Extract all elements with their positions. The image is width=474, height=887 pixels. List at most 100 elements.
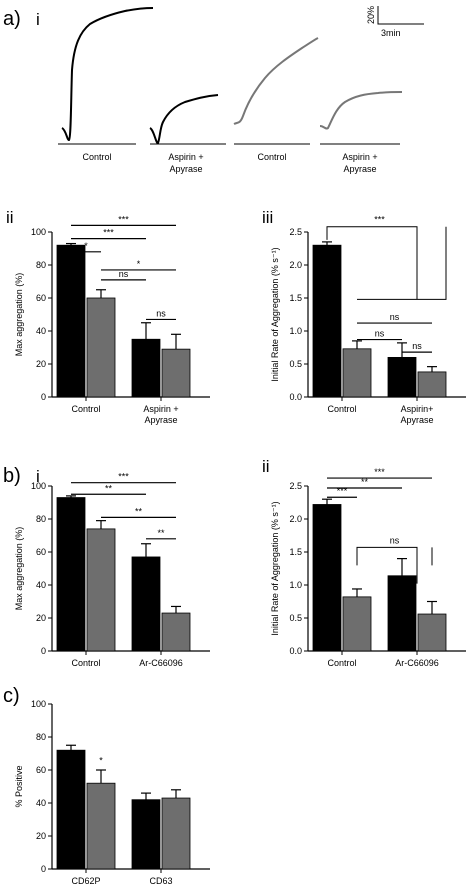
x-tick-label: Control (71, 658, 100, 668)
y-tick-label: 0 (41, 864, 46, 874)
significance-label: ** (361, 477, 369, 487)
y-tick-label: 0 (41, 392, 46, 402)
y-tick-label: 20 (36, 359, 46, 369)
trace-label-control-2: Control (257, 152, 286, 162)
bar (161, 612, 191, 652)
y-axis-title: Initial Rate of Aggregation (% s⁻¹) (270, 247, 280, 381)
x-tick-label: Control (327, 404, 356, 414)
scale-label-x: 3min (381, 28, 401, 38)
significance-label: *** (118, 472, 129, 482)
y-tick-label: 2.5 (289, 481, 302, 491)
significance-label: ** (135, 506, 143, 516)
trace-label-aspirin-2a: Aspirin + (342, 152, 377, 162)
trace-label-aspirin-1b: Apyrase (169, 164, 202, 174)
x-tick-label: Apyrase (400, 415, 433, 425)
y-tick-label: 2.5 (289, 227, 302, 237)
x-tick-label: Control (327, 658, 356, 668)
bar (56, 497, 86, 652)
y-tick-label: 60 (36, 547, 46, 557)
bar (86, 782, 116, 870)
panel-label-a: a) (3, 8, 21, 30)
significance-label: ** (105, 483, 113, 493)
trace-label-aspirin-2b: Apyrase (343, 164, 376, 174)
aggregation-traces: 20% 3min Control Aspirin + Apyrase Contr… (58, 6, 424, 174)
significance-label: ns (390, 312, 400, 322)
x-tick-label: Aspirin+ (401, 404, 434, 414)
x-tick-label: Apyrase (144, 415, 177, 425)
bar (342, 596, 372, 652)
significance-bracket (357, 226, 447, 300)
y-axis-title: Initial Rate of Aggregation (% s⁻¹) (270, 501, 280, 635)
chart-max-aggregation-aspirin: 0 20 40 60 80 100 Max aggregation (%) Control As… (14, 214, 210, 425)
bar (131, 338, 161, 398)
x-tick-label: CD62P (71, 876, 100, 886)
panel-label-c: c) (3, 685, 20, 707)
significance-label: ns (390, 535, 400, 545)
y-tick-label: 1.5 (289, 293, 302, 303)
bar (161, 348, 191, 398)
panel-label-a-ii: ii (6, 208, 14, 227)
significance-label: ns (412, 341, 422, 351)
y-tick-label: 20 (36, 613, 46, 623)
y-tick-label: 1.5 (289, 547, 302, 557)
panel-label-b-i: i (36, 467, 40, 486)
y-axis-title: Max aggregation (%) (14, 273, 24, 357)
y-tick-label: 60 (36, 293, 46, 303)
y-tick-label: 2.0 (289, 260, 302, 270)
bar (417, 613, 447, 652)
y-tick-label: 40 (36, 326, 46, 336)
bar (56, 749, 86, 870)
trace-label-aspirin-1a: Aspirin + (168, 152, 203, 162)
trace-aspirin-1 (149, 94, 219, 145)
y-tick-label: 100 (31, 481, 46, 491)
panel-label-b-ii: ii (262, 457, 270, 476)
y-tick-label: 60 (36, 765, 46, 775)
trace-label-control-1: Control (82, 152, 111, 162)
y-tick-label: 0.5 (289, 359, 302, 369)
panel-label-b: b) (3, 465, 21, 487)
trace-control-1 (61, 7, 154, 142)
bar (131, 799, 161, 870)
bar (312, 244, 342, 398)
y-tick-label: 0.5 (289, 613, 302, 623)
y-axis-title: % Positive (14, 765, 24, 807)
bar (387, 575, 417, 652)
scale-label-y: 20% (366, 6, 376, 24)
x-tick-label: CD63 (149, 876, 172, 886)
bar (417, 371, 447, 398)
bar (161, 797, 191, 870)
bar (86, 528, 116, 652)
x-tick-label: Ar-C66096 (139, 658, 183, 668)
y-tick-label: 40 (36, 580, 46, 590)
x-tick-label: Ar-C66096 (395, 658, 439, 668)
bar (131, 556, 161, 652)
chart-percent-positive: 0 20 40 60 80 100 % Positive CD62P CD63 * (14, 699, 210, 886)
panel-label-a-iii: iii (262, 208, 273, 227)
y-tick-label: 0.0 (289, 646, 302, 656)
x-tick-label: Aspirin + (143, 404, 178, 414)
panel-label-a-i: i (36, 10, 40, 29)
y-tick-label: 1.0 (289, 580, 302, 590)
chart-max-aggregation-arc: 0 20 40 60 80 100 Max aggregation (%) Control Ar… (14, 472, 210, 668)
bar (342, 348, 372, 398)
significance-label: ** (157, 528, 165, 538)
x-tick-label: Control (71, 404, 100, 414)
y-tick-label: 20 (36, 831, 46, 841)
significance-label: ns (119, 269, 129, 279)
significance-label: *** (374, 215, 385, 225)
y-tick-label: 1.0 (289, 326, 302, 336)
y-axis-title: Max aggregation (%) (14, 527, 24, 611)
significance-label: *** (337, 486, 348, 496)
significance-label: ns (156, 308, 166, 318)
significance-bracket (356, 547, 433, 566)
significance-label: *** (118, 214, 129, 224)
chart-initial-rate-aspirin: 0.0 0.5 1.0 1.5 2.0 2.5 Initial Rate of Aggreg… (270, 215, 466, 425)
significance-label: *** (103, 228, 114, 238)
chart-initial-rate-arc: 0.0 0.5 1.0 1.5 2.0 2.5 Initial Rate of Aggreg… (270, 467, 466, 668)
bar (86, 297, 116, 398)
significance-label: * (84, 241, 88, 251)
significance-label: * (99, 755, 103, 765)
trace-control-2 (233, 37, 319, 125)
significance-label: *** (374, 467, 385, 477)
y-tick-label: 0 (41, 646, 46, 656)
